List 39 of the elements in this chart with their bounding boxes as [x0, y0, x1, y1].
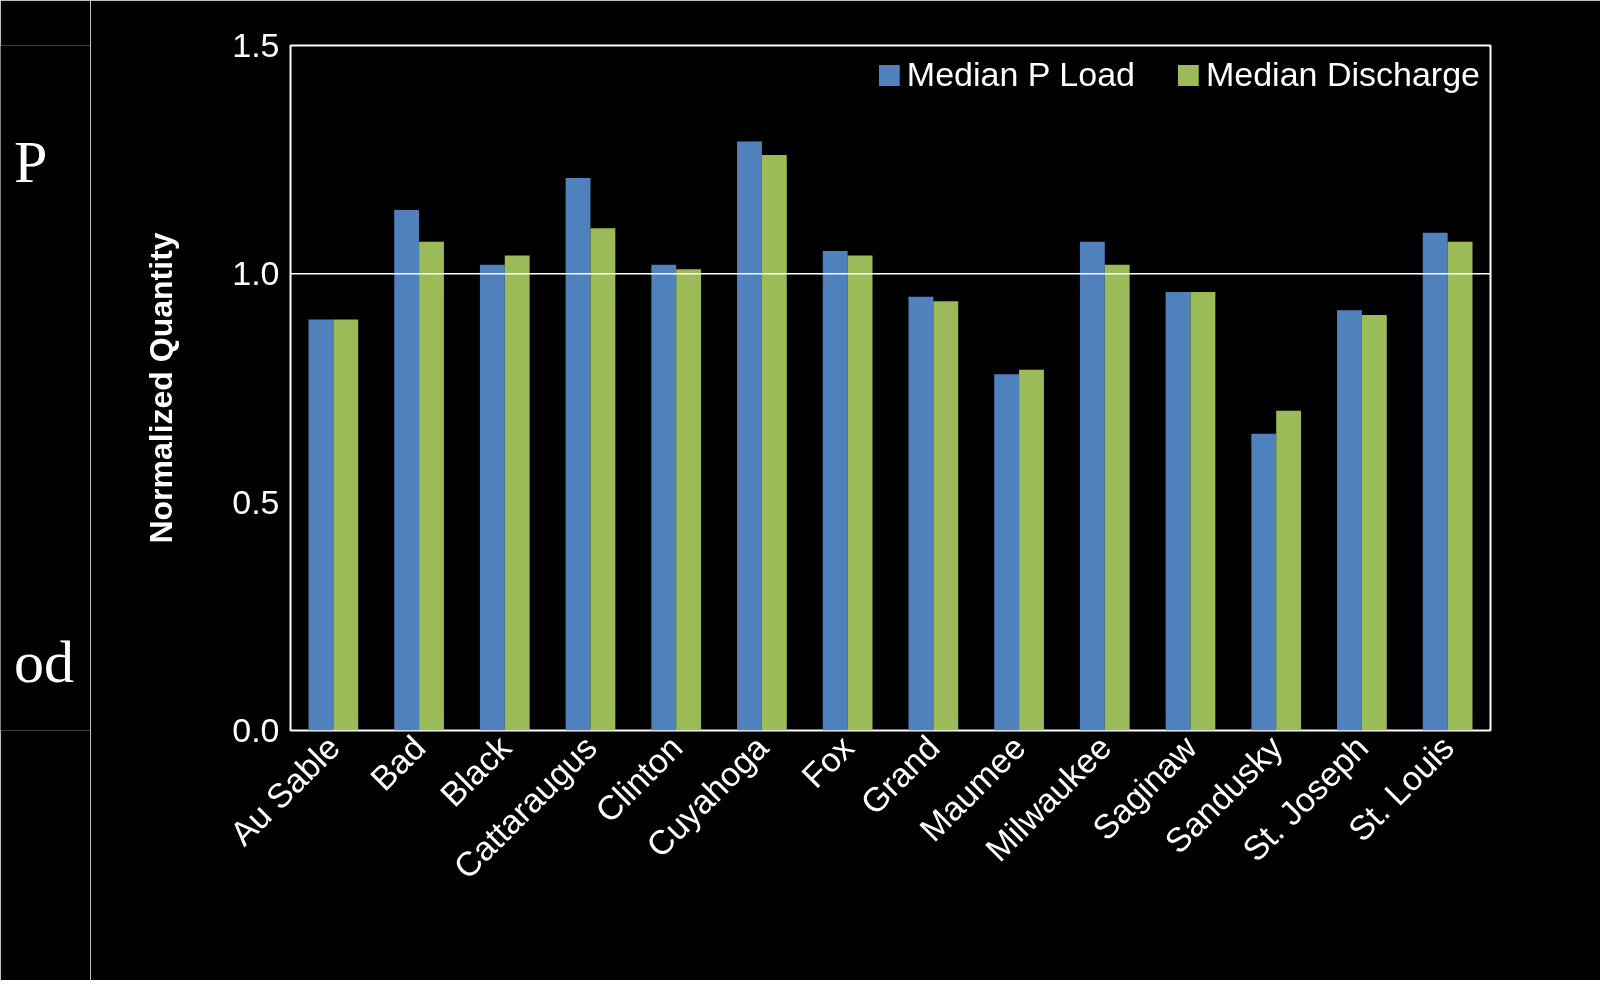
x-tick-label: Fox: [794, 728, 862, 796]
bar: [1447, 241, 1473, 731]
y-tick-label: 1.5: [232, 26, 280, 64]
legend-label: Median Discharge: [1205, 55, 1480, 94]
y-axis-title: Normalized Quantity: [143, 232, 180, 544]
y-tick-label: 0.5: [232, 482, 280, 521]
bar: [308, 319, 334, 731]
bar: [908, 296, 934, 731]
bar: [1190, 292, 1216, 731]
bar: [1422, 232, 1448, 731]
bar: [1079, 241, 1105, 731]
bar: [590, 228, 616, 731]
bar: [822, 251, 848, 731]
bar: [1104, 264, 1130, 731]
bar: [737, 141, 762, 731]
bar: [565, 177, 591, 731]
bar: [1251, 433, 1277, 731]
text: P: [14, 128, 48, 195]
bar: [761, 155, 787, 731]
bar: [651, 264, 677, 731]
bar: [1019, 369, 1044, 731]
bar: [1361, 314, 1387, 731]
bar: [994, 374, 1020, 731]
bar: [1337, 310, 1362, 731]
text: od: [14, 629, 74, 695]
bar: [333, 319, 359, 731]
y-tick-label: 0.0: [232, 711, 280, 749]
bar: [933, 301, 959, 731]
bar: [847, 255, 873, 731]
x-tick-label: Bad: [362, 728, 433, 798]
bar: [1276, 410, 1302, 731]
y-tick-label: 1.0: [232, 254, 280, 293]
bar: [1165, 292, 1191, 731]
bar: [479, 264, 505, 731]
bar: [504, 255, 530, 731]
bar: [394, 209, 420, 731]
bar: [419, 241, 444, 731]
bar: [676, 269, 702, 731]
legend-label: Median P Load: [906, 55, 1135, 94]
